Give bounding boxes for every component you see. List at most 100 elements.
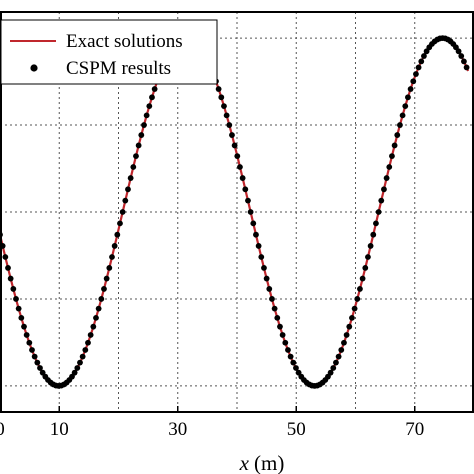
cspm-result-point xyxy=(221,103,227,110)
cspm-result-point xyxy=(381,186,387,193)
cspm-result-point xyxy=(247,209,254,215)
cspm-result-point xyxy=(223,112,230,119)
cspm-result-point xyxy=(405,94,411,101)
legend-label-cspm-results: CSPM results xyxy=(66,58,171,79)
cspm-result-point xyxy=(389,153,395,160)
x-tick-label: 30 xyxy=(168,419,187,440)
cspm-result-point xyxy=(282,339,289,346)
cspm-result-point xyxy=(133,153,139,160)
cspm-result-point xyxy=(226,122,233,128)
cspm-result-point xyxy=(127,175,134,181)
cspm-result-point xyxy=(149,94,155,101)
cspm-result-point xyxy=(458,53,465,59)
cspm-result-point xyxy=(373,220,379,227)
cspm-result-point xyxy=(354,296,361,302)
cspm-result-point xyxy=(407,86,414,92)
cspm-result-point xyxy=(258,254,265,260)
cspm-result-point xyxy=(2,254,9,260)
cspm-result-point xyxy=(287,353,294,360)
cspm-result-point xyxy=(285,347,291,353)
cspm-result-point xyxy=(330,365,337,371)
legend-label-exact-solutions: Exact solutions xyxy=(66,31,183,52)
cspm-result-point xyxy=(234,153,241,160)
x-tick-label: 70 xyxy=(405,419,424,440)
cspm-result-point xyxy=(399,112,406,119)
cspm-result-point xyxy=(18,314,25,321)
cspm-result-point xyxy=(461,58,467,65)
legend-box xyxy=(0,19,218,85)
cspm-result-point xyxy=(141,122,147,128)
cspm-result-point xyxy=(367,243,374,249)
cspm-result-point xyxy=(101,286,107,292)
cspm-result-point xyxy=(365,254,371,260)
cspm-result-point xyxy=(263,275,270,282)
cspm-result-point xyxy=(255,243,262,249)
cspm-result-point xyxy=(351,305,358,312)
cspm-result-point xyxy=(394,132,401,138)
x-tick-label: 0 xyxy=(0,419,5,440)
cspm-result-point xyxy=(15,305,22,312)
cspm-result-point xyxy=(26,339,33,346)
cspm-result-point xyxy=(146,103,153,110)
legend: Exact solutions CSPM results xyxy=(0,19,218,85)
cspm-result-point xyxy=(74,365,81,371)
cspm-result-point xyxy=(242,186,249,193)
cspm-result-point xyxy=(125,186,131,193)
x-axis-tick-labels: 0 10 30 50 70 xyxy=(0,419,424,440)
cspm-result-point xyxy=(343,332,350,338)
cspm-result-point xyxy=(279,332,286,338)
x-tick-label: 10 xyxy=(50,419,69,440)
cspm-result-point xyxy=(95,305,102,312)
cspm-result-point xyxy=(245,197,251,204)
cspm-result-point xyxy=(130,164,137,170)
cspm-result-point xyxy=(229,132,235,138)
cspm-result-point xyxy=(93,314,99,321)
cspm-result-point xyxy=(135,142,142,149)
cspm-result-point xyxy=(77,359,83,366)
cspm-result-point xyxy=(87,332,94,338)
cspm-result-point xyxy=(29,347,35,353)
plot-area-frame xyxy=(0,11,474,413)
cspm-result-point xyxy=(261,265,267,271)
cspm-result-point xyxy=(119,209,126,215)
cspm-result-point xyxy=(375,209,382,215)
cspm-result-point xyxy=(341,339,347,346)
cspm-result-point xyxy=(349,314,355,321)
cspm-result-point xyxy=(122,197,129,204)
cspm-result-point xyxy=(143,112,150,119)
cspm-result-point xyxy=(357,286,363,292)
cspm-result-point xyxy=(418,58,425,65)
legend-swatch-cspm-results xyxy=(30,64,38,72)
cspm-result-point xyxy=(218,94,225,101)
cspm-result-point xyxy=(7,275,14,282)
cspm-result-point xyxy=(293,365,299,371)
x-axis-title-variable: x xyxy=(239,451,250,474)
cspm-result-point xyxy=(21,323,27,330)
cspm-result-point xyxy=(85,339,91,346)
cspm-result-point xyxy=(250,220,257,227)
cspm-result-point xyxy=(103,275,110,282)
cspm-result-point xyxy=(402,103,409,110)
cspm-result-point xyxy=(37,365,43,371)
cspm-result-point xyxy=(117,220,123,227)
cspm-result-point xyxy=(271,305,278,312)
cspm-result-point xyxy=(269,296,275,302)
cspm-result-point xyxy=(71,369,78,376)
cspm-result-point xyxy=(239,175,246,181)
cspm-result-point xyxy=(463,64,470,71)
cspm-result-point xyxy=(333,359,339,366)
cspm-result-point xyxy=(109,254,115,260)
cspm-result-point xyxy=(338,347,345,353)
cspm-result-point xyxy=(138,132,145,138)
cspm-result-point xyxy=(111,243,118,249)
cspm-result-point xyxy=(151,86,158,92)
cspm-result-point xyxy=(10,286,17,292)
cspm-result-point xyxy=(362,265,369,271)
cspm-result-point xyxy=(359,275,366,282)
cspm-result-point xyxy=(274,314,281,321)
cspm-result-point xyxy=(391,142,398,149)
cspm-result-point xyxy=(370,231,377,238)
cspm-result-point xyxy=(31,353,38,360)
cspm-result-point xyxy=(231,142,238,149)
